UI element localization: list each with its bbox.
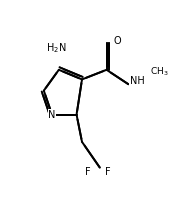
Text: F: F [85, 167, 90, 177]
Text: N: N [48, 110, 56, 120]
Text: H$_2$N: H$_2$N [46, 42, 66, 55]
Text: NH: NH [130, 76, 144, 86]
Text: CH$_3$: CH$_3$ [150, 65, 169, 78]
Text: O: O [113, 36, 121, 46]
Text: F: F [105, 167, 111, 177]
